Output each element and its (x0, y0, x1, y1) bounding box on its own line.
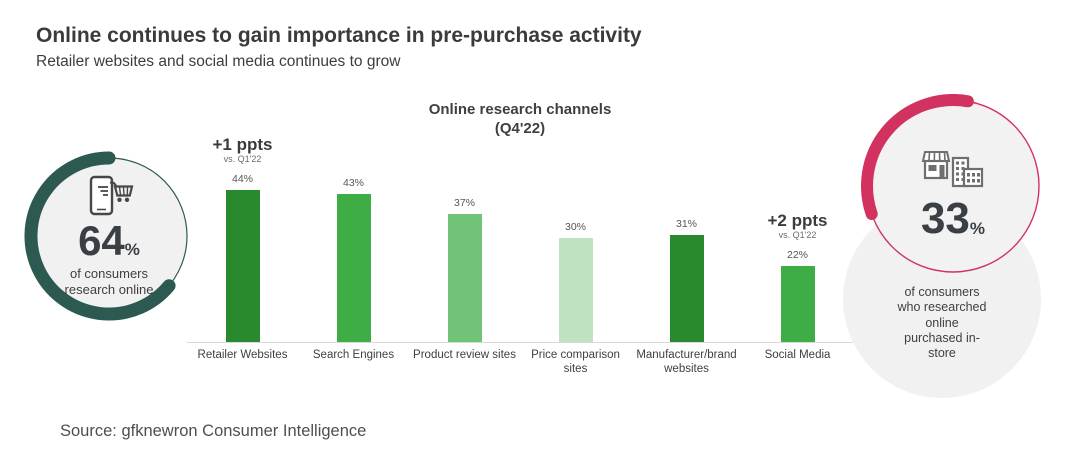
bar-value-label: 31% (675, 218, 697, 230)
right-stat-value: 33 (920, 194, 970, 243)
page-subtitle: Retailer websites and social media conti… (36, 53, 401, 70)
bar-value-label: 22% (786, 249, 808, 261)
bar-value-label: 43% (342, 177, 364, 189)
right-stat-unit: % (969, 219, 986, 238)
bar (780, 266, 815, 342)
change-annotation-subtext: vs. Q1'22 (778, 230, 817, 240)
bar-column: 43% (298, 95, 409, 342)
bar (447, 214, 482, 342)
left-stat: 64 % of consumers research online (20, 147, 198, 325)
bar-value-label: 37% (453, 197, 475, 209)
left-stat-value: 64 (78, 217, 125, 265)
left-progress-ring (24, 151, 188, 321)
left-stat-number: 64 % (78, 220, 140, 262)
right-stat-number: 33 % (921, 197, 985, 241)
change-annotation: +1 ppts vs. Q1'22 (213, 136, 273, 164)
right-ring-arc-33pct (861, 94, 974, 220)
bar (336, 194, 371, 342)
left-stat-unit: % (124, 240, 140, 260)
chart-title: Online research channels (Q4'22) (428, 101, 612, 137)
category-label: Product review sites (413, 349, 516, 361)
bar-plot: +1 ppts vs. Q1'22 44% 43% 37% 30% 31% +2 ppts vs… (187, 95, 853, 342)
change-annotation-text: +2 ppts (767, 211, 828, 231)
change-annotation: +2 ppts vs. Q1'22 (768, 212, 828, 240)
category-label: Social Media (764, 349, 831, 361)
bar-column: +1 ppts vs. Q1'22 44% (187, 95, 298, 342)
bar-column: +2 ppts vs. Q1'22 22% (742, 95, 853, 342)
storefront-buildings-icon (921, 151, 984, 188)
change-annotation-subtext: vs. Q1'22 (223, 154, 262, 164)
category-label: Retailer Websites (197, 349, 288, 361)
left-stat-caption: of consumers research online (64, 266, 154, 297)
bar-column: 31% (631, 95, 742, 342)
left-ring-arc-64pct (24, 151, 176, 321)
right-stat-caption: of consumers who researched online purch… (897, 285, 987, 360)
bar (558, 238, 593, 342)
change-annotation-text: +1 ppts (212, 135, 273, 155)
category-label: Manufacturer/brand websites (636, 349, 737, 376)
page-title: Online continues to gain importance in p… (36, 24, 642, 47)
bar-column: 30% (520, 95, 631, 342)
x-axis-line (187, 342, 853, 343)
bar (669, 235, 704, 342)
bar (225, 190, 260, 342)
category-labels: Retailer Websites Search Engines Product r… (187, 343, 853, 377)
phone-shopping-cart-icon (89, 176, 134, 216)
source-note: Source: gfknewron Consumer Intelligence (60, 422, 367, 440)
bar-value-label: 44% (231, 173, 253, 185)
category-label: Search Engines (312, 349, 395, 361)
right-stat: 33 % (861, 94, 1045, 278)
bar-value-label: 30% (564, 221, 586, 233)
bar-column: 37% (409, 95, 520, 342)
bar-chart: Online research channels (Q4'22) +1 ppts… (187, 95, 853, 377)
category-label: Price comparison sites (531, 349, 620, 376)
